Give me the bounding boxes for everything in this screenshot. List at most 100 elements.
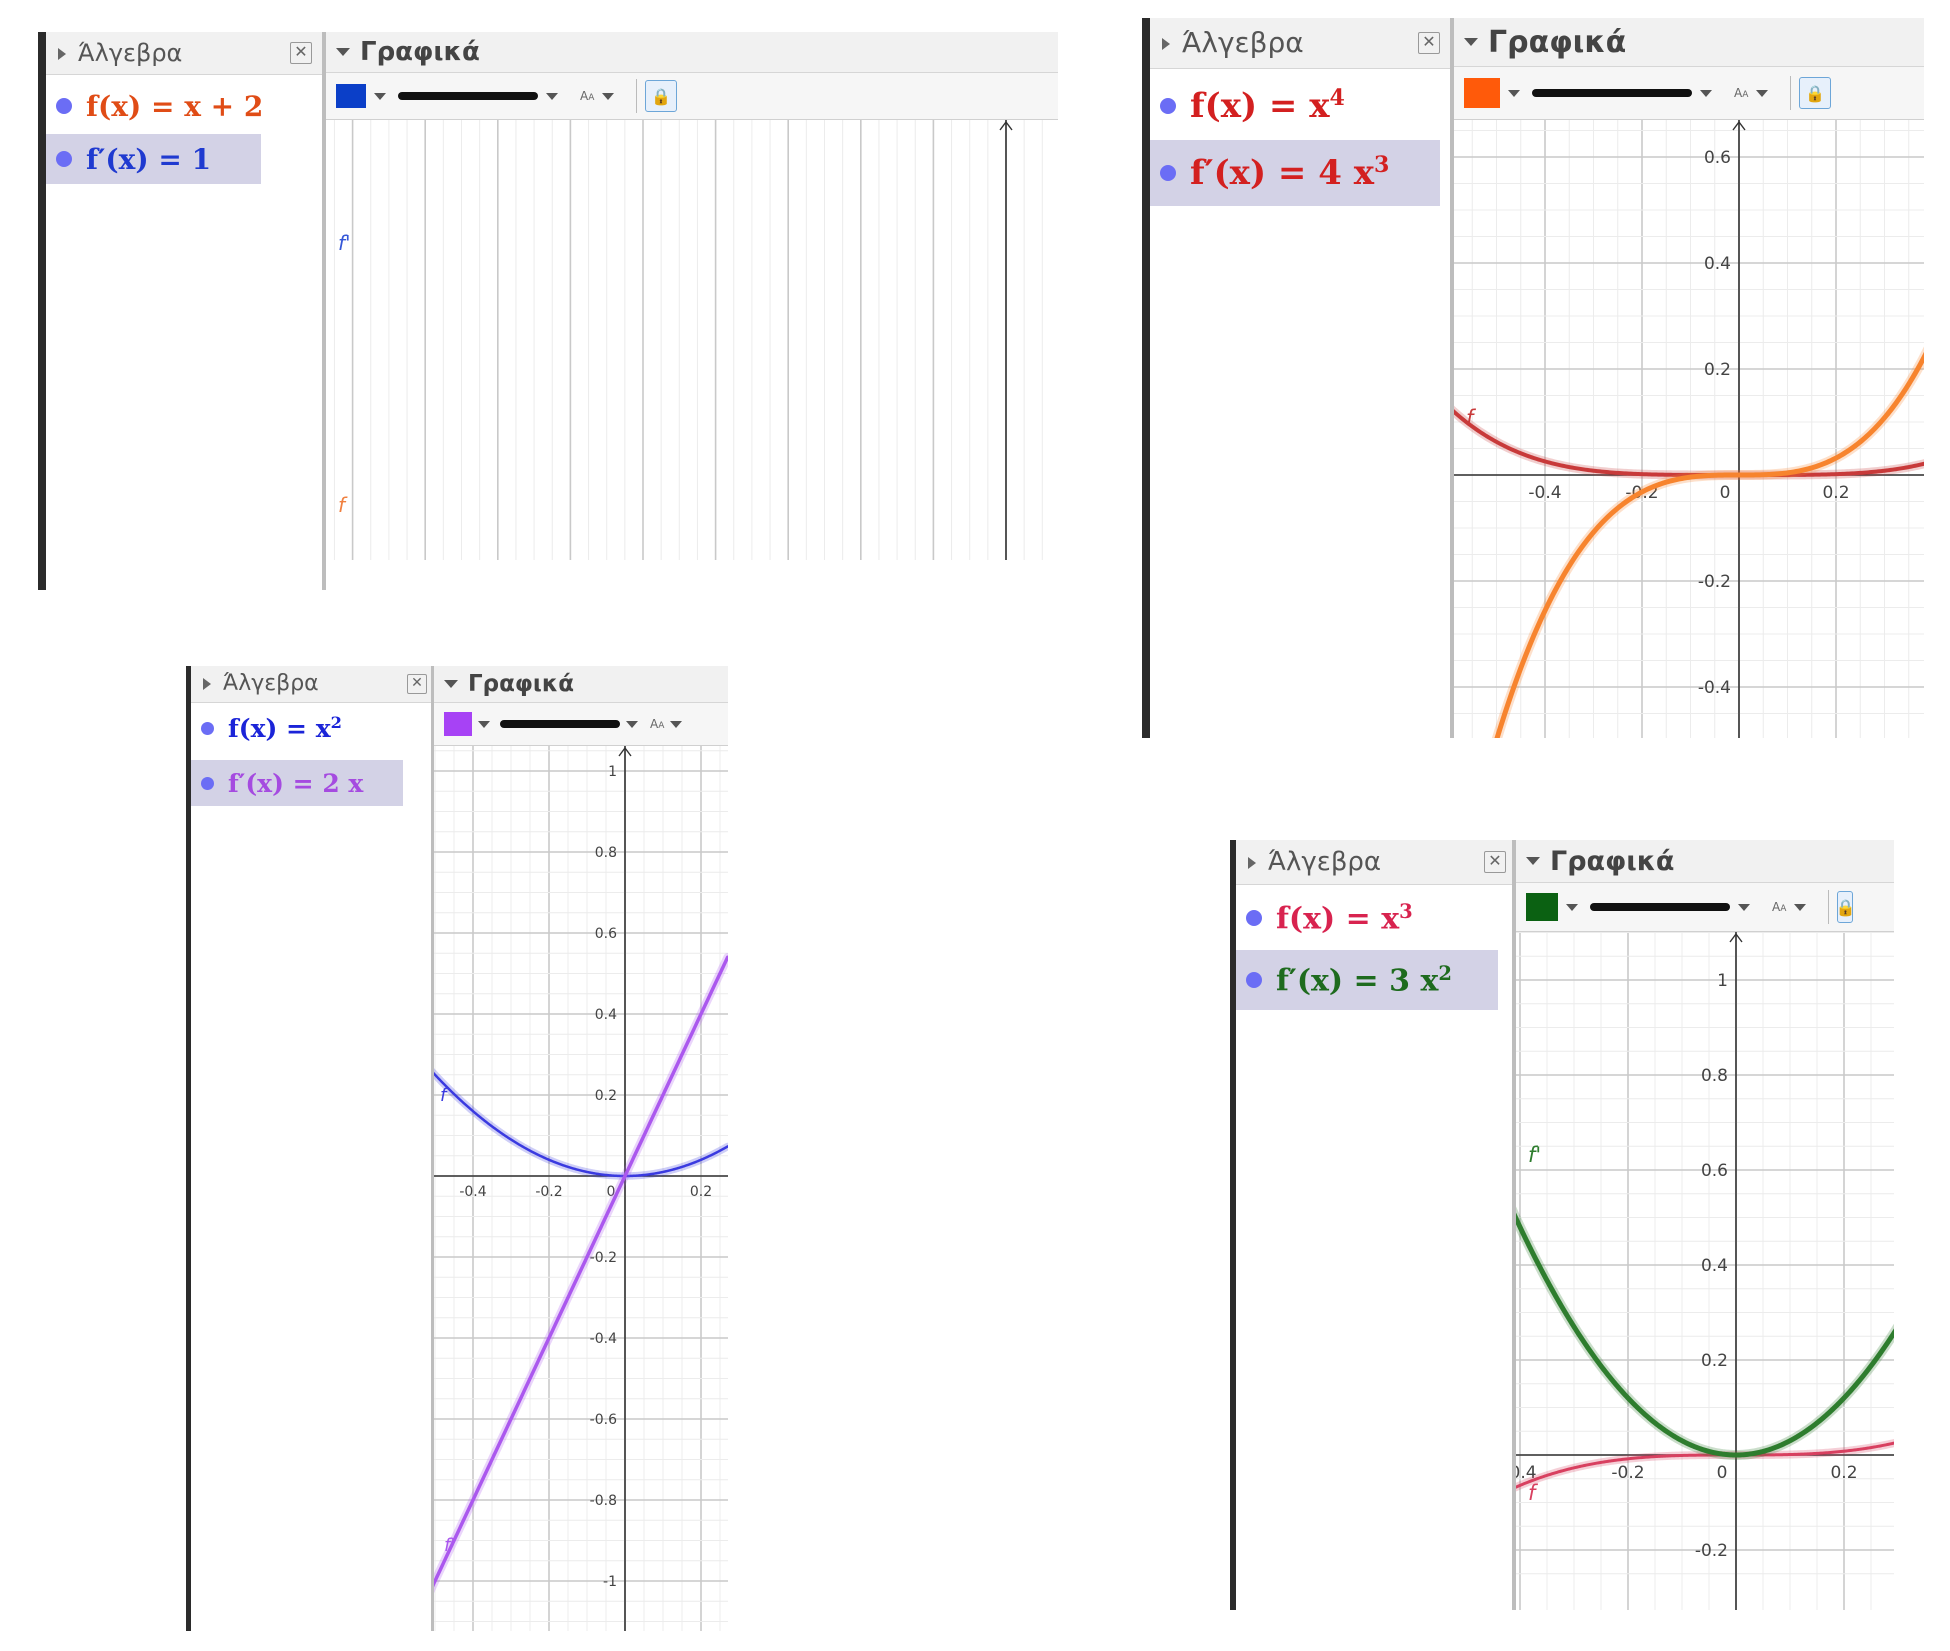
algebra-row-derivative[interactable]: f′(x) = 1: [46, 134, 261, 184]
close-icon[interactable]: ✕: [407, 674, 427, 694]
algebra-header: Άλγεβρα ✕: [1236, 840, 1512, 885]
collapse-triangle-icon[interactable]: [336, 48, 350, 56]
collapse-triangle-icon[interactable]: [1464, 38, 1478, 46]
label-style-icon[interactable]: AA: [1772, 900, 1787, 914]
algebra-title: Άλγεβρα: [1182, 26, 1304, 59]
chevron-down-icon[interactable]: [670, 720, 683, 728]
toolbar-separator: [636, 79, 638, 113]
function-curve-label: f: [440, 1085, 449, 1106]
visibility-dot-icon[interactable]: [1160, 98, 1176, 114]
color-swatch[interactable]: [336, 84, 366, 108]
algebra-row-derivative[interactable]: f′(x) = 2 x: [191, 760, 403, 806]
chevron-down-icon[interactable]: [602, 92, 615, 100]
derivative-curve-label: f': [338, 231, 351, 255]
chevron-down-icon[interactable]: [478, 720, 490, 728]
plot-canvas[interactable]: -0.4 -0.2 0 0.2 1 0.8 0.6 0.4 0.2 -0.2 -0.4 -0.6 -0.…: [434, 746, 728, 1631]
lock-icon[interactable]: 🔒: [645, 80, 678, 112]
algebra-row-function[interactable]: f(x) = x2: [191, 706, 413, 750]
expand-triangle-icon[interactable]: [58, 48, 66, 60]
algebra-view: Άλγεβρα ✕ f(x) = x4 f′(x) = 4 x3: [1150, 18, 1450, 738]
y-axis-arrow-icon: [618, 746, 632, 757]
chevron-down-icon[interactable]: [374, 92, 386, 100]
view-splitter[interactable]: [1450, 18, 1454, 738]
label-style-icon[interactable]: AA: [650, 717, 665, 731]
function-curve: [1516, 1441, 1894, 1489]
y-tick-label: 0.4: [1701, 1256, 1728, 1276]
view-splitter[interactable]: [431, 666, 434, 1631]
chevron-down-icon[interactable]: [546, 92, 558, 100]
chevron-down-icon[interactable]: [1508, 89, 1520, 97]
style-bar: AA 🔒: [1454, 67, 1924, 120]
y-axis-arrow-icon: [1732, 120, 1746, 131]
algebra-row-derivative[interactable]: f′(x) = 4 x3: [1150, 140, 1440, 206]
y-tick-label: 0.2: [1704, 360, 1731, 380]
y-axis-arrow-icon: [999, 120, 1013, 131]
y-tick-label: 0.8: [595, 845, 617, 861]
lock-icon[interactable]: 🔒: [1837, 891, 1854, 923]
close-icon[interactable]: ✕: [290, 42, 312, 64]
algebra-view: Άλγεβρα ✕ f(x) = x2 f′(x) = 2 x: [191, 666, 431, 1631]
plot-svg: -0.4 -0.2 0 0.20.60.40.2-0.2-0.4f: [1454, 120, 1924, 738]
close-icon[interactable]: ✕: [1418, 32, 1440, 54]
visibility-dot-icon[interactable]: [1160, 165, 1176, 181]
chevron-down-icon[interactable]: [1756, 89, 1769, 97]
lock-icon[interactable]: 🔒: [1799, 77, 1832, 109]
algebra-row-function[interactable]: f(x) = x3: [1236, 890, 1498, 946]
expand-triangle-icon[interactable]: [1162, 38, 1170, 50]
label-style-icon[interactable]: AA: [1734, 86, 1749, 100]
plot-svg: -0.4 -0.2 0 0.2 1 0.8 0.6 0.4 0.2 -0.2 -0.4 -0.6 -0.…: [434, 746, 728, 1631]
row-expr: f′(x) = 1: [86, 142, 212, 176]
visibility-dot-icon[interactable]: [1246, 910, 1262, 926]
x-tick-label: 0.2: [1822, 483, 1849, 503]
expand-triangle-icon[interactable]: [1248, 856, 1256, 869]
chevron-down-icon[interactable]: [626, 720, 638, 728]
x-tick-label: -0.2: [1611, 1463, 1644, 1483]
expand-triangle-icon[interactable]: [203, 678, 211, 690]
algebra-row-function[interactable]: f(x) = x4: [1150, 74, 1440, 138]
line-style-button[interactable]: [1532, 89, 1692, 97]
algebra-view: Άλγεβρα ✕ f(x) = x3 f′(x) = 3 x2: [1236, 840, 1512, 1610]
y-tick-label: 0.2: [595, 1088, 617, 1104]
visibility-dot-icon[interactable]: [56, 151, 72, 167]
visibility-dot-icon[interactable]: [1246, 972, 1262, 988]
line-style-button[interactable]: [1590, 903, 1730, 911]
graphics-header: Γραφικά: [326, 32, 1058, 73]
y-tick-label: -0.2: [1698, 572, 1731, 592]
color-swatch[interactable]: [1464, 78, 1500, 108]
algebra-row-function[interactable]: f(x) = x + 2: [46, 82, 271, 130]
graphics-header: Γραφικά: [434, 666, 728, 703]
color-swatch[interactable]: [444, 712, 472, 736]
plot-canvas[interactable]: 1.210.80.60.4ff': [326, 120, 1058, 590]
chevron-down-icon[interactable]: [1794, 903, 1807, 911]
line-style-button[interactable]: [500, 720, 620, 728]
y-tick-label: -1: [603, 1574, 617, 1590]
visibility-dot-icon[interactable]: [201, 721, 214, 735]
geogebra-window-quartic: Άλγεβρα ✕ f(x) = x4 f′(x) = 4 x3 Γραφικά…: [1142, 18, 1924, 738]
function-curve-label: f: [1528, 1481, 1539, 1505]
view-splitter[interactable]: [322, 32, 326, 590]
graphics-view: Γραφικά AA 🔒 -0.4-0.200.210.80.60.40.2-0…: [1516, 840, 1894, 1610]
visibility-dot-icon[interactable]: [56, 98, 72, 114]
color-swatch[interactable]: [1526, 893, 1558, 921]
geogebra-window-quadratic: Άλγεβρα ✕ f(x) = x2 f′(x) = 2 x Γραφικά …: [186, 666, 728, 1631]
function-curve-label: f: [338, 493, 348, 517]
view-splitter[interactable]: [1512, 840, 1516, 1610]
style-bar: AA: [434, 703, 728, 746]
y-tick-label: 0.6: [595, 926, 617, 942]
label-style-icon[interactable]: AA: [580, 89, 595, 103]
collapse-triangle-icon[interactable]: [444, 680, 458, 688]
chevron-down-icon[interactable]: [1566, 903, 1578, 911]
line-style-button[interactable]: [398, 92, 538, 100]
plot-canvas[interactable]: -0.4 -0.2 0 0.2 1 0.8 0.6 0.4 0.2 -0.2 f f': [1516, 932, 1894, 1610]
algebra-row-derivative[interactable]: f′(x) = 3 x2: [1236, 950, 1498, 1010]
y-axis-arrow-icon: [1729, 932, 1743, 943]
function-curve-glow: [434, 1068, 728, 1180]
chevron-down-icon[interactable]: [1700, 89, 1712, 97]
algebra-header: Άλγεβρα ✕: [191, 666, 431, 703]
graphics-view: Γραφικά AA 🔒 -0.4 -0.2 0 0.2 0.6 0.4 0.2 -0.2 -0…: [1454, 18, 1924, 738]
collapse-triangle-icon[interactable]: [1526, 857, 1540, 865]
visibility-dot-icon[interactable]: [201, 776, 214, 790]
chevron-down-icon[interactable]: [1738, 903, 1750, 911]
plot-canvas[interactable]: -0.4 -0.2 0 0.2 0.6 0.4 0.2 -0.2 -0.4 f: [1454, 120, 1924, 738]
close-icon[interactable]: ✕: [1484, 851, 1506, 873]
